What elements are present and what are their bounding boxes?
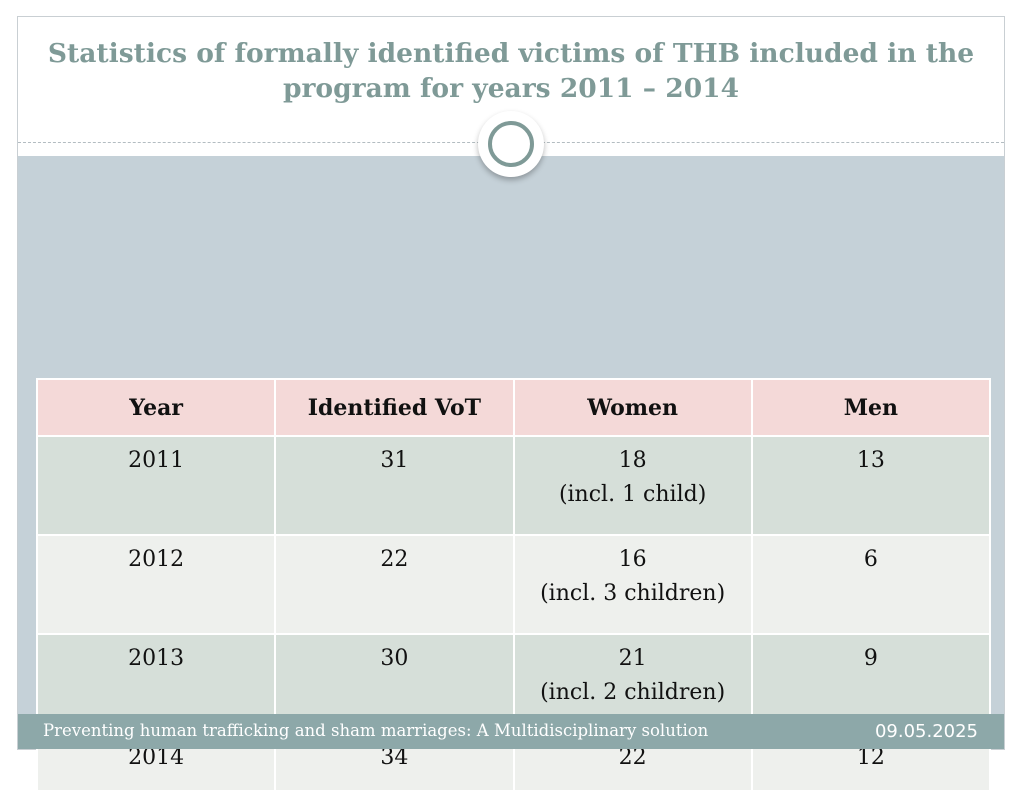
women-note: (incl. 2 children) — [540, 680, 726, 705]
footer-text: Preventing human trafficking and sham ma… — [43, 721, 709, 740]
table-row: 2012 22 16 (incl. 3 children) 6 — [35, 534, 992, 635]
slide-title: Statistics of formally identified victim… — [47, 38, 975, 104]
cell-women: 16 (incl. 3 children) — [512, 534, 753, 635]
women-count: 18 — [618, 448, 647, 473]
women-count: 21 — [618, 646, 647, 671]
cell-year: 2011 — [35, 435, 277, 536]
column-header-men: Men — [750, 378, 992, 437]
cell-year: 2012 — [35, 534, 277, 635]
circle-ornament — [478, 111, 544, 177]
slide: Statistics of formally identified victim… — [17, 16, 1005, 792]
table-header-row: Year Identified VoT Women Men — [35, 378, 992, 437]
column-header-identified-vot: Identified VoT — [274, 378, 515, 437]
column-header-year: Year — [35, 378, 277, 437]
content-area: Year Identified VoT Women Men 2011 31 18… — [18, 156, 1004, 792]
women-count: 22 — [618, 745, 647, 770]
table-row: 2011 31 18 (incl. 1 child) 13 — [35, 435, 992, 536]
footer-date: 09.05.2025 — [874, 721, 978, 742]
cell-identified: 22 — [274, 534, 515, 635]
women-note: (incl. 1 child) — [558, 482, 707, 507]
women-note: (incl. 3 children) — [540, 581, 726, 606]
cell-men: 6 — [750, 534, 992, 635]
cell-women: 18 (incl. 1 child) — [512, 435, 753, 536]
women-count: 16 — [618, 547, 647, 572]
cell-men: 13 — [750, 435, 992, 536]
cell-identified: 31 — [274, 435, 515, 536]
footer-bar: Preventing human trafficking and sham ma… — [18, 714, 1004, 749]
column-header-women: Women — [512, 378, 753, 437]
